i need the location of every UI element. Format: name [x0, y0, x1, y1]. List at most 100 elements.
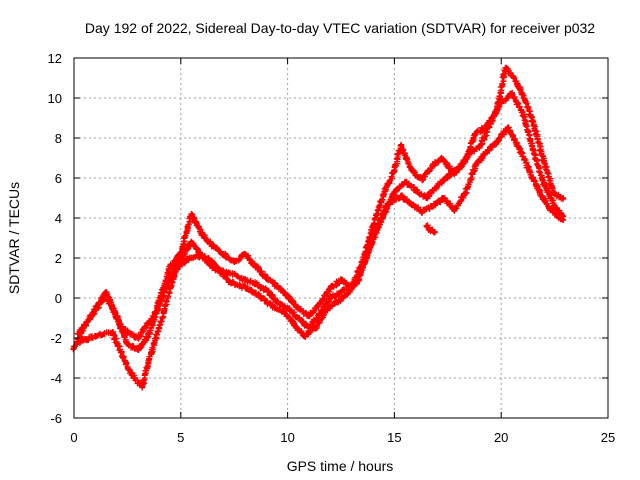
data-point: [502, 65, 509, 71]
data-point: [173, 265, 180, 271]
data-point: [560, 217, 567, 223]
data-point: [472, 131, 479, 137]
data-point: [209, 243, 216, 249]
data-point: [124, 341, 131, 347]
data-point: [540, 159, 547, 165]
data-point: [231, 271, 238, 277]
y-tick-label: 0: [55, 291, 62, 306]
series-markers: [74, 64, 566, 342]
data-point: [402, 179, 409, 185]
data-point: [493, 107, 500, 113]
y-tick-label: 8: [55, 131, 62, 146]
data-point: [184, 257, 191, 263]
data-point: [536, 189, 543, 195]
x-tick-label: 20: [494, 430, 508, 445]
data-point: [177, 251, 184, 257]
data-point: [273, 283, 280, 289]
data-point: [451, 207, 458, 213]
y-tick-label: -4: [50, 371, 62, 386]
data-point: [427, 227, 434, 233]
data-point: [472, 163, 479, 169]
data-point: [316, 301, 323, 307]
data-point: [387, 199, 394, 205]
x-axis-label: GPS time / hours: [287, 458, 394, 474]
data-point: [269, 303, 276, 309]
y-tick-label: 10: [48, 91, 62, 106]
data-point: [483, 123, 490, 129]
data-point: [258, 295, 265, 301]
data-point: [511, 75, 518, 81]
data-point: [237, 283, 244, 289]
plot-frame: [73, 57, 609, 419]
data-point: [327, 285, 334, 291]
data-point: [312, 325, 319, 331]
data-point: [248, 287, 255, 293]
y-tick-label: 2: [55, 251, 62, 266]
data-point: [226, 279, 233, 285]
data-point: [135, 347, 142, 353]
series-upper-track: [74, 64, 567, 342]
y-axis-label: SDTVAR / TECUs: [6, 182, 22, 294]
data-point: [194, 253, 201, 259]
data-point: [530, 119, 537, 125]
data-point: [77, 339, 84, 345]
data-point: [295, 315, 302, 321]
data-point: [380, 191, 387, 197]
data-point: [461, 191, 468, 197]
data-point: [423, 223, 430, 229]
x-tick-label: 25: [601, 430, 615, 445]
series-lower-track: [76, 124, 567, 391]
data-point: [429, 203, 436, 209]
data-point: [109, 329, 116, 335]
data-point: [397, 193, 404, 199]
data-point: [263, 287, 270, 293]
chart-title: Day 192 of 2022, Sidereal Day-to-day VTE…: [85, 20, 595, 36]
data-point: [117, 325, 124, 331]
data-layer: [70, 64, 567, 391]
data-point: [75, 331, 82, 337]
data-point: [130, 375, 137, 381]
data-point: [252, 281, 259, 287]
data-point: [444, 173, 451, 179]
x-tick-label: 0: [70, 430, 77, 445]
data-point: [231, 259, 238, 265]
data-point: [434, 183, 441, 189]
data-point: [423, 195, 430, 201]
data-point: [419, 177, 426, 183]
y-tick-label: -6: [50, 411, 62, 426]
data-point: [273, 299, 280, 305]
data-point: [344, 291, 351, 297]
data-point: [280, 309, 287, 315]
data-point: [284, 305, 291, 311]
y-tick-label: 12: [48, 51, 62, 66]
data-point: [365, 247, 372, 253]
data-point: [508, 91, 515, 97]
data-point: [295, 305, 302, 311]
data-point: [263, 275, 270, 281]
data-point: [338, 277, 344, 283]
data-point: [408, 201, 415, 207]
series-fragment: [423, 222, 438, 236]
data-point: [515, 143, 522, 149]
data-point: [504, 125, 511, 131]
data-point: [284, 293, 291, 299]
data-point: [301, 333, 308, 339]
data-point: [160, 309, 167, 315]
y-tick-label: 4: [55, 211, 62, 226]
data-point: [188, 211, 195, 217]
data-point: [92, 333, 99, 339]
data-point: [530, 147, 537, 153]
data-point: [327, 295, 334, 301]
data-point: [412, 187, 419, 193]
data-point: [220, 251, 227, 257]
data-point: [205, 255, 212, 261]
data-point: [135, 335, 142, 341]
data-point: [551, 191, 558, 197]
data-point: [139, 383, 146, 389]
data-point: [216, 267, 223, 273]
data-point: [333, 299, 340, 305]
data-point: [408, 167, 415, 173]
data-point: [241, 277, 248, 283]
data-point: [88, 313, 95, 319]
